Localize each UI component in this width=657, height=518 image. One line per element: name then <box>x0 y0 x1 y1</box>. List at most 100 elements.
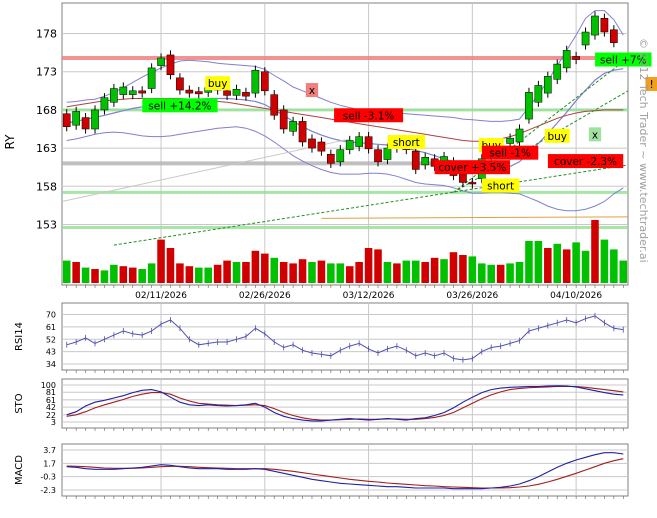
annotation-box <box>544 128 570 143</box>
volume-bar <box>345 266 354 283</box>
volume-bar <box>430 257 439 283</box>
volume-bar <box>100 270 109 283</box>
candle-body <box>260 71 269 92</box>
indicator-axis-label: MACD <box>14 455 25 485</box>
annotation-box <box>142 98 218 113</box>
volume-bar <box>619 260 628 283</box>
volume-bar <box>261 253 269 283</box>
volume-bar <box>449 252 458 283</box>
annotation-box <box>334 108 404 123</box>
volume-bar <box>440 259 448 283</box>
volume-bar <box>534 241 543 283</box>
volume-bar <box>506 263 514 283</box>
volume-bar <box>478 263 486 283</box>
candle-body <box>62 113 71 127</box>
volume-bar <box>128 267 137 283</box>
y-tick-label: 3.7 <box>43 446 56 455</box>
volume-bar <box>81 267 90 283</box>
trade-annotation: cover -2.3% <box>547 154 624 169</box>
annotation-label: buy <box>547 131 567 143</box>
watermark-text: © 2012 Tech Trader ~ www.techtrader.ai <box>637 38 650 263</box>
candle-body <box>289 121 297 132</box>
annotation-label: sell +14.2% <box>148 100 211 112</box>
volume-bar <box>157 239 165 283</box>
orange-trend-line <box>321 216 629 219</box>
long-grey-trend-line <box>61 138 350 203</box>
annotation-box <box>547 154 624 169</box>
macd-signal-line <box>66 458 624 489</box>
trade-annotation: sell -3.1% <box>334 108 404 123</box>
candle-body <box>110 88 118 103</box>
trade-annotation: cover +3.5% <box>434 160 510 175</box>
candle-body <box>232 89 241 96</box>
volume-bar <box>308 262 316 283</box>
annotation-label: x <box>309 85 315 97</box>
y-tick-label: 158 <box>36 180 57 193</box>
volume-bar <box>610 249 618 283</box>
candle-body <box>185 89 194 94</box>
annotation-label: sell -3.1% <box>343 110 395 122</box>
annotation-label: x <box>592 129 598 141</box>
y-tick-label: 173 <box>36 66 57 79</box>
candle-body <box>147 67 156 89</box>
candle-body <box>317 141 326 152</box>
y-tick-label: 163 <box>36 142 57 155</box>
volume-bar <box>496 264 505 283</box>
volume-bar <box>213 264 222 283</box>
candle-body <box>364 136 373 150</box>
candle-body <box>534 85 543 103</box>
rsi-panel-frame <box>61 302 629 371</box>
volume-bar <box>204 267 212 283</box>
volume-bar <box>487 264 495 283</box>
support-trend-line <box>113 164 629 246</box>
trade-annotation: sell -1% <box>481 145 539 160</box>
price-axis-label: RY <box>3 134 17 150</box>
volume-bar <box>459 255 467 283</box>
volume-bar <box>270 257 279 283</box>
y-tick-label: 168 <box>36 104 57 117</box>
annotation-label: cover +3.5% <box>438 162 506 174</box>
annotation-box <box>387 134 426 149</box>
annotation-label: ! <box>649 79 653 91</box>
annotation-box <box>434 160 510 175</box>
candle-body <box>383 147 392 160</box>
breakout-trend-line <box>453 90 629 193</box>
trade-annotation: sell +14.2% <box>142 98 218 113</box>
volume-bar <box>544 248 552 283</box>
x-tick-label: 02/11/2026 <box>135 291 187 301</box>
volume-bar <box>166 248 175 283</box>
volume-bar <box>411 260 420 283</box>
volume-bar <box>515 262 524 283</box>
volume-bar <box>525 241 533 283</box>
y-tick-label: 100 <box>41 381 56 390</box>
volume-bar <box>279 262 288 283</box>
volume-bar <box>298 259 307 283</box>
annotation-box <box>205 76 231 91</box>
volume-bar <box>355 262 363 283</box>
candle-body <box>572 56 580 60</box>
y-tick-label: 3 <box>51 418 56 427</box>
candle-body <box>298 121 307 143</box>
annotation-label: short <box>487 181 514 193</box>
candle-body <box>194 91 203 95</box>
stochastic-k-line <box>66 385 624 422</box>
candle-body <box>128 90 137 95</box>
volume-bar <box>553 243 562 283</box>
candle-body <box>355 136 363 147</box>
annotation-label: buy <box>208 78 228 90</box>
candle-body <box>411 150 420 170</box>
axis-labels: 02/11/2026 02/26/2026 03/12/2026 03/26/2026… <box>3 28 602 301</box>
candle-body <box>176 77 184 91</box>
volume-bar <box>62 260 71 283</box>
candle-body <box>119 86 128 95</box>
candle-body <box>242 92 250 97</box>
candle-body <box>591 15 599 36</box>
volume-bar <box>72 262 80 283</box>
candle-body <box>525 92 533 120</box>
rsi-panel: 34 43 52 61 70 RSI14 <box>14 311 628 369</box>
volume-bar <box>402 260 411 283</box>
volume-bar <box>572 242 580 283</box>
annotation-label: cover -2.3% <box>554 156 617 168</box>
